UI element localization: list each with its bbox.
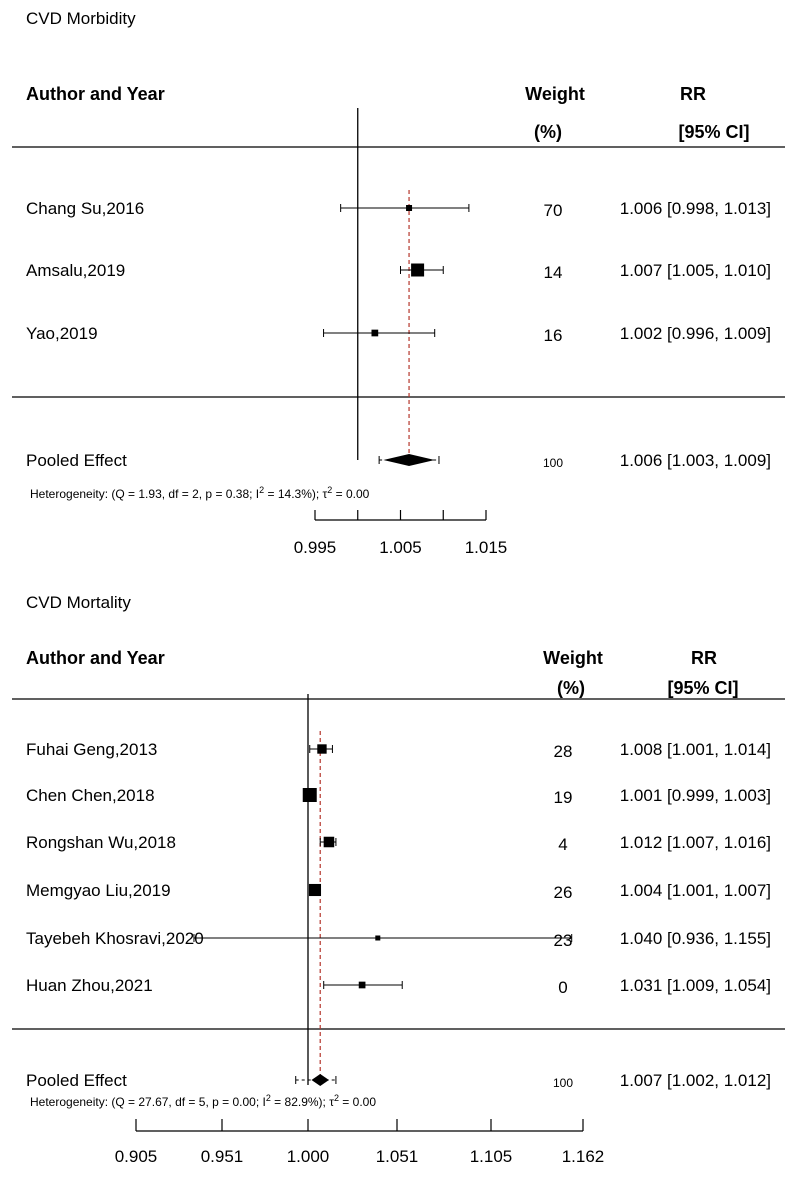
study-rr-ci: 1.002 [0.996, 1.009] bbox=[620, 324, 771, 343]
header-weight-unit: (%) bbox=[534, 122, 562, 142]
study-weight: 28 bbox=[554, 742, 573, 761]
pooled-diamond bbox=[311, 1074, 329, 1086]
study-rr-ci: 1.001 [0.999, 1.003] bbox=[620, 786, 771, 805]
study-rr-ci: 1.008 [1.001, 1.014] bbox=[620, 740, 771, 759]
heterogeneity-i2: = 82.9%); τ bbox=[271, 1095, 334, 1109]
heterogeneity-tau: = 0.00 bbox=[339, 1095, 376, 1109]
header-ci: [95% CI] bbox=[667, 678, 738, 698]
header-author-year: Author and Year bbox=[26, 648, 165, 668]
study-rr-ci: 1.040 [0.936, 1.155] bbox=[620, 929, 771, 948]
x-axis-tick-label: 1.005 bbox=[379, 538, 422, 557]
pooled-weight: 100 bbox=[543, 456, 563, 470]
study-weight: 19 bbox=[554, 788, 573, 807]
study-point-estimate bbox=[358, 981, 366, 989]
study-label: Tayebeh Khosravi,2020 bbox=[26, 929, 204, 948]
heterogeneity-tau: = 0.00 bbox=[332, 487, 369, 501]
x-axis-tick-label: 0.995 bbox=[294, 538, 337, 557]
study-label: Yao,2019 bbox=[26, 324, 98, 343]
pooled-weight: 100 bbox=[553, 1076, 573, 1090]
pooled-rr-ci: 1.007 [1.002, 1.012] bbox=[620, 1071, 771, 1090]
study-rr-ci: 1.031 [1.009, 1.054] bbox=[620, 976, 771, 995]
header-weight-unit: (%) bbox=[557, 678, 585, 698]
study-label: Amsalu,2019 bbox=[26, 261, 125, 280]
study-label: Huan Zhou,2021 bbox=[26, 976, 153, 995]
heterogeneity-i2: = 14.3%); τ bbox=[264, 487, 327, 501]
header-rr: RR bbox=[691, 648, 717, 668]
study-label: Memgyao Liu,2019 bbox=[26, 881, 171, 900]
study-point-estimate bbox=[371, 329, 379, 337]
study-weight: 23 bbox=[554, 931, 573, 950]
x-axis-tick-label: 0.905 bbox=[115, 1147, 158, 1166]
study-point-estimate bbox=[302, 788, 317, 802]
header-ci: [95% CI] bbox=[678, 122, 749, 142]
study-weight: 16 bbox=[544, 326, 563, 345]
heterogeneity-prefix: Heterogeneity: (Q = 1.93, df = 2, p = 0.… bbox=[30, 487, 259, 501]
pooled-label: Pooled Effect bbox=[26, 451, 127, 470]
header-author-year: Author and Year bbox=[26, 84, 165, 104]
study-weight: 4 bbox=[558, 835, 567, 854]
study-label: Rongshan Wu,2018 bbox=[26, 833, 176, 852]
study-point-estimate bbox=[406, 205, 413, 211]
superscript-2: 2 bbox=[327, 485, 332, 495]
study-point-estimate bbox=[375, 935, 381, 941]
x-axis-tick-label: 0.951 bbox=[201, 1147, 244, 1166]
pooled-diamond bbox=[383, 454, 435, 466]
x-axis-tick-label: 1.015 bbox=[465, 538, 508, 557]
x-axis-tick-label: 1.105 bbox=[470, 1147, 513, 1166]
study-label: Fuhai Geng,2013 bbox=[26, 740, 157, 759]
x-axis-tick-label: 1.162 bbox=[562, 1147, 605, 1166]
panel-title: CVD Morbidity bbox=[26, 9, 136, 28]
study-weight: 14 bbox=[544, 263, 563, 282]
study-rr-ci: 1.012 [1.007, 1.016] bbox=[620, 833, 771, 852]
superscript-2: 2 bbox=[334, 1093, 339, 1103]
study-weight: 70 bbox=[544, 201, 563, 220]
superscript-2: 2 bbox=[266, 1093, 271, 1103]
heterogeneity-prefix: Heterogeneity: (Q = 27.67, df = 5, p = 0… bbox=[30, 1095, 266, 1109]
header-rr: RR bbox=[680, 84, 706, 104]
study-weight: 26 bbox=[554, 883, 573, 902]
study-rr-ci: 1.007 [1.005, 1.010] bbox=[620, 261, 771, 280]
study-point-estimate bbox=[308, 883, 322, 897]
superscript-2: 2 bbox=[259, 485, 264, 495]
pooled-label: Pooled Effect bbox=[26, 1071, 127, 1090]
study-rr-ci: 1.004 [1.001, 1.007] bbox=[620, 881, 771, 900]
panel-title: CVD Mortality bbox=[26, 593, 131, 612]
heterogeneity-text: Heterogeneity: (Q = 1.93, df = 2, p = 0.… bbox=[30, 485, 370, 501]
header-weight: Weight bbox=[525, 84, 585, 104]
heterogeneity-text: Heterogeneity: (Q = 27.67, df = 5, p = 0… bbox=[30, 1093, 376, 1109]
pooled-rr-ci: 1.006 [1.003, 1.009] bbox=[620, 451, 771, 470]
study-rr-ci: 1.006 [0.998, 1.013] bbox=[620, 199, 771, 218]
study-label: Chang Su,2016 bbox=[26, 199, 144, 218]
study-point-estimate bbox=[323, 836, 335, 848]
study-label: Chen Chen,2018 bbox=[26, 786, 155, 805]
header-weight: Weight bbox=[543, 648, 603, 668]
x-axis-tick-label: 1.000 bbox=[287, 1147, 330, 1166]
x-axis-tick-label: 1.051 bbox=[376, 1147, 419, 1166]
study-point-estimate bbox=[317, 744, 327, 754]
study-point-estimate bbox=[411, 263, 425, 277]
study-weight: 0 bbox=[558, 978, 567, 997]
